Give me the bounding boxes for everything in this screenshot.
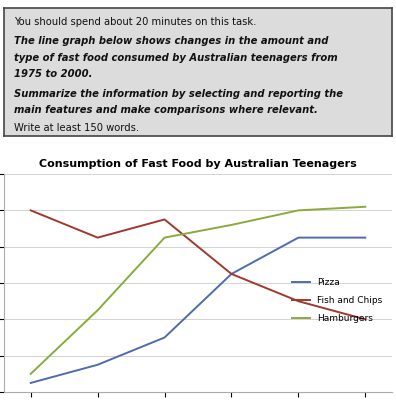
Text: main features and make comparisons where relevant.: main features and make comparisons where… <box>14 105 318 115</box>
Text: The line graph below shows changes in the amount and: The line graph below shows changes in th… <box>14 36 328 46</box>
Text: Write at least 150 words.: Write at least 150 words. <box>14 123 139 133</box>
Text: You should spend about 20 minutes on this task.: You should spend about 20 minutes on thi… <box>14 17 256 27</box>
Text: 1975 to 2000.: 1975 to 2000. <box>14 70 92 80</box>
Text: type of fast food consumed by Australian teenagers from: type of fast food consumed by Australian… <box>14 53 337 63</box>
Text: Summarize the information by selecting and reporting the: Summarize the information by selecting a… <box>14 89 343 99</box>
Legend: Pizza, Fish and Chips, Hamburgers: Pizza, Fish and Chips, Hamburgers <box>288 274 386 327</box>
Title: Consumption of Fast Food by Australian Teenagers: Consumption of Fast Food by Australian T… <box>39 159 357 169</box>
